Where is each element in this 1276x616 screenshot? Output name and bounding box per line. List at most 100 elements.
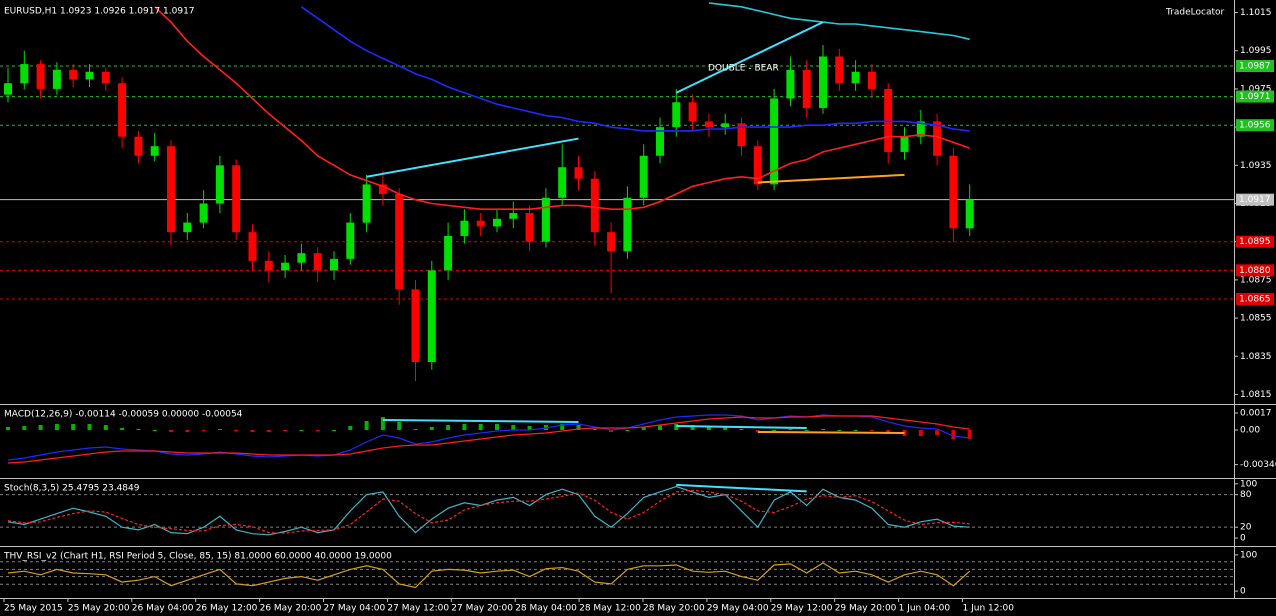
candle-body [770,98,779,185]
price-level-label: 1.0865 [1239,294,1271,304]
candle-body [753,146,762,185]
indicator-line [708,2,970,41]
macd-histogram-bar [22,426,27,430]
candle-body [427,270,436,362]
y-tick-label: 1.0995 [1240,46,1272,56]
macd-histogram-bar [967,430,972,439]
macd-histogram-bar [397,422,402,430]
macd-histogram-bar [120,428,125,430]
macd-histogram-bar [38,425,43,430]
candle-body [232,165,241,233]
y-tick-label: 1.0835 [1240,352,1272,362]
candle-body [525,213,534,242]
x-tick-label: 28 May 20:00 [643,604,705,614]
candle-body [411,289,420,362]
macd-histogram-bar [429,427,434,430]
candle-body [509,213,518,219]
candle-body [36,64,45,89]
trendline [676,483,807,493]
macd-histogram-bar [169,430,173,432]
candle-body [688,102,697,122]
candle-body [167,146,175,233]
macd-histogram-bar [609,430,614,432]
macd-histogram-bar [951,430,956,439]
macd-histogram-bar [54,424,59,430]
macd-histogram-bar [935,430,940,435]
macd-histogram-bar [462,424,467,430]
candle-body [737,123,746,147]
candle-body [541,197,550,242]
macd-histogram-bar [6,427,10,430]
candle-body [101,71,110,84]
y-tick-label: 1.0875 [1240,275,1272,285]
macd-histogram-bar [185,430,190,432]
candle-body [69,69,78,80]
candle-body [346,222,355,259]
indicator-line [7,485,970,536]
y-tick-label: 1.0975 [1240,84,1272,94]
candle-body [444,235,453,271]
candle-body [721,123,730,128]
macd-histogram-bar [869,430,874,431]
macd-histogram-bar [723,427,728,430]
trendline [382,419,579,423]
y-tick-label: 0.0017 [1240,409,1272,419]
candle-body [802,69,811,109]
price-level-label: 1.0880 [1239,266,1271,276]
candle-body [215,165,224,204]
candle-body [949,155,958,229]
macd-histogram-bar [234,430,239,431]
macd-histogram-bar [71,424,76,430]
x-tick-label: 1 Jun 12:00 [963,604,1015,614]
candle-body [248,232,257,261]
price-level-box [1236,193,1274,206]
macd-histogram-bar [364,421,369,430]
macd-histogram-bar [511,425,516,430]
x-tick-label: 26 May 04:00 [132,604,194,614]
candle-body [574,167,583,179]
macd-histogram-bar [755,430,760,432]
macd-histogram-bar [266,430,271,432]
x-tick-label: 29 May 04:00 [707,604,769,614]
macd-histogram-bar [658,425,662,430]
panel-title: EURUSD,H1 1.0923 1.0926 1.0917 1.0917 [4,7,195,17]
macd-histogram-bar [706,426,711,430]
candle-body [916,121,925,137]
macd-histogram-bar [821,429,825,430]
macd-histogram-bar [592,429,597,430]
trendline [366,137,579,178]
price-level-label: 1.0917 [1239,195,1271,205]
y-tick-label: 1.0855 [1240,314,1272,324]
candle-body [623,197,632,252]
price-level-box [1236,90,1274,103]
candle-body [639,155,648,198]
candle-body [134,136,143,156]
macd-histogram-bar [87,424,92,430]
indicator-line [154,6,970,210]
macd-histogram-bar [380,417,385,430]
candle-body [297,253,306,263]
candle-body [558,167,567,198]
macd-histogram-bar [576,425,581,430]
macd-histogram-bar [136,429,141,430]
candle-body [199,203,208,223]
candle-body [395,193,404,290]
y-tick-label: 1.0815 [1240,390,1272,400]
indicator-line [7,562,971,589]
candle-body [704,121,713,128]
macd-histogram-bar [332,430,336,431]
candle-body [851,71,860,84]
price-level-box [1236,119,1274,132]
candle-body [867,71,876,89]
y-tick-label: 0 [1240,534,1246,544]
macd-histogram-bar [788,429,793,430]
y-tick-label: 1.1015 [1240,8,1272,18]
macd-histogram-bar [413,429,418,430]
macd-histogram-bar [560,424,565,430]
macd-histogram-bar [201,430,206,431]
macd-histogram-bar [641,427,646,430]
candle-body [460,220,469,236]
candle-body [819,56,827,109]
